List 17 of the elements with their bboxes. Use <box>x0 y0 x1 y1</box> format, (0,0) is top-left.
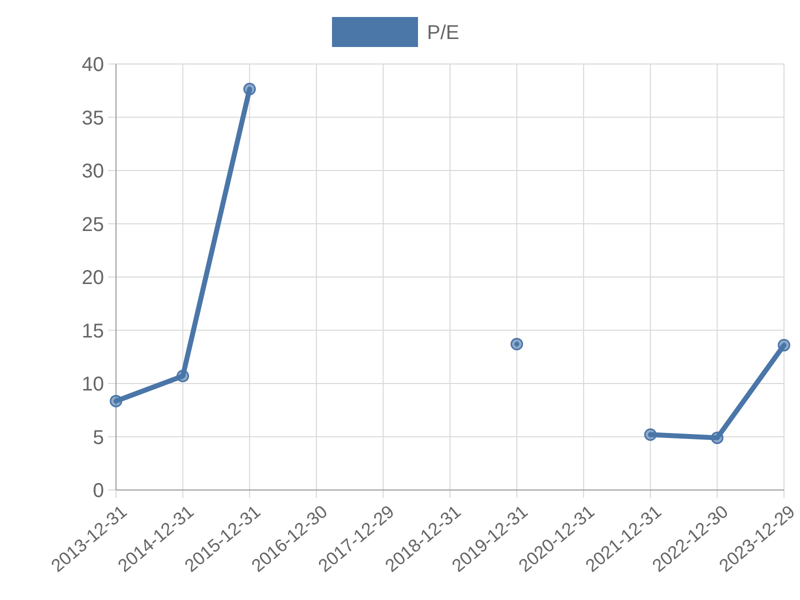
y-tick-label: 5 <box>92 426 104 449</box>
point <box>176 370 190 382</box>
point <box>710 432 724 444</box>
y-tick-label: 40 <box>82 54 104 76</box>
y-tick-label: 0 <box>92 480 104 502</box>
point <box>510 338 524 350</box>
y-tick-label: 15 <box>82 320 104 342</box>
point <box>243 82 256 96</box>
y-tick-label: 25 <box>82 214 104 236</box>
point <box>644 428 657 441</box>
y-tick-label: 10 <box>82 374 104 396</box>
point <box>778 338 790 352</box>
point <box>110 394 122 408</box>
y-tick-label: 35 <box>82 107 104 130</box>
y-tick-label: 30 <box>82 160 104 182</box>
y-tick-label: 20 <box>82 267 104 289</box>
legend-label: P/E <box>427 22 460 44</box>
